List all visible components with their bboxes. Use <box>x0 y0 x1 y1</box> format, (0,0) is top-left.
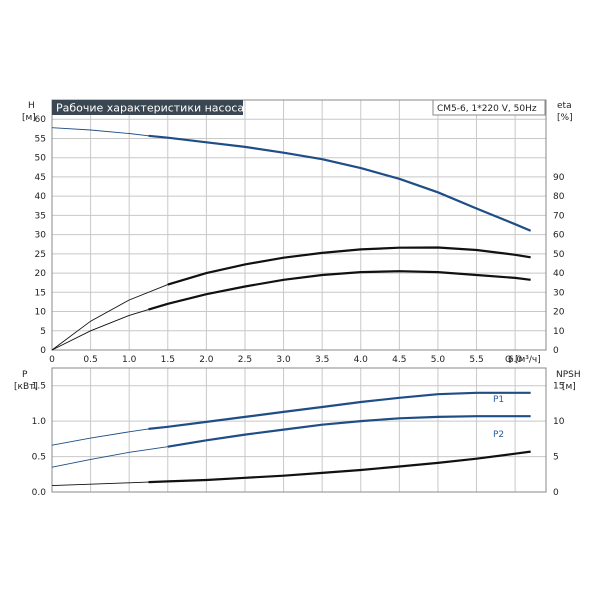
head-tick-label: 5 <box>40 327 46 337</box>
x-tick-label: 2.0 <box>199 355 214 365</box>
pump-info: CM5-6, 1*220 V, 50Hz <box>437 104 537 114</box>
head-tick-label: 15 <box>35 288 46 298</box>
eta-tick-label: 60 <box>553 231 565 241</box>
p2-curve-thick <box>167 415 531 448</box>
lower-tick-labels: 0.0 0.5 1.0 1.5 0 5 10 15 <box>32 382 565 498</box>
eta-tick-label: 10 <box>553 327 565 337</box>
p1-series-label: P1 <box>493 395 504 405</box>
npsh-axis-unit: [м] <box>562 382 576 392</box>
chart-title-box <box>52 100 243 115</box>
npsh-curve-thick <box>148 450 531 484</box>
power-tick-label: 0.0 <box>32 488 47 498</box>
npsh-tick-label: 5 <box>553 453 559 463</box>
x-tick-label: 5.0 <box>431 355 446 365</box>
head-axis-label: H <box>28 101 35 111</box>
upper-tick-labels: 0 0.5 1.0 1.5 2.0 2.5 3.0 3.5 4.0 4.5 5.0 5.5 6.0 0 5 1… <box>35 115 565 365</box>
power-tick-label: 0.5 <box>32 453 46 463</box>
head-tick-label: 55 <box>35 134 46 144</box>
npsh-tick-label: 0 <box>553 488 559 498</box>
head-curve-thick <box>148 134 532 232</box>
x-tick-label: 4.5 <box>392 355 406 365</box>
upper-plot-frame <box>51 99 547 351</box>
eta-tick-label: 20 <box>553 308 565 318</box>
pump-info-box <box>432 99 546 116</box>
x-tick-label: 0 <box>49 355 55 365</box>
eta-tick-label: 0 <box>553 346 559 356</box>
head-tick-label: 45 <box>35 173 46 183</box>
lower-grid <box>52 368 546 492</box>
eta-tick-label: 80 <box>553 192 565 202</box>
lower-plot-frame <box>51 367 547 493</box>
head-axis-unit: [м] <box>22 113 36 123</box>
eta-curve-upper-thick <box>167 246 531 286</box>
eta-axis-label: eta <box>557 101 572 111</box>
x-tick-label: 4.0 <box>354 355 369 365</box>
eta-tick-label: 70 <box>553 211 565 221</box>
upper-grid <box>52 100 546 350</box>
npsh-tick-label: 10 <box>553 417 565 427</box>
p2-series-label: P2 <box>493 430 504 440</box>
power-tick-label: 1.5 <box>32 382 46 392</box>
eta-tick-label: 90 <box>553 173 565 183</box>
eta-tick-label: 50 <box>553 250 565 260</box>
head-tick-label: 10 <box>35 308 47 318</box>
x-tick-label: 1.0 <box>122 355 137 365</box>
eta-axis-unit: [%] <box>557 113 573 123</box>
head-tick-label: 30 <box>35 231 47 241</box>
head-tick-label: 60 <box>35 115 47 125</box>
power-axis-unit: [кВт] <box>14 382 38 392</box>
x-tick-label: 2.5 <box>238 355 252 365</box>
npsh-tick-label: 15 <box>553 382 564 392</box>
p1-curve-thick <box>148 391 531 430</box>
x-tick-label: 5.5 <box>469 355 483 365</box>
npsh-axis-label: NPSH <box>556 370 581 380</box>
lower-curves <box>51 391 531 487</box>
x-tick-label: 3.0 <box>276 355 291 365</box>
head-tick-label: 0 <box>40 346 46 356</box>
head-tick-label: 20 <box>35 269 47 279</box>
x-tick-label: 0.5 <box>83 355 97 365</box>
chart-title: Рабочие характеристики насоса <box>56 102 244 115</box>
head-tick-label: 25 <box>35 250 46 260</box>
eta-curve-lower-thick <box>148 270 531 311</box>
x-tick-label: 3.5 <box>315 355 329 365</box>
head-tick-label: 50 <box>35 154 47 164</box>
x-tick-label: 1.5 <box>161 355 175 365</box>
head-tick-label: 40 <box>35 192 47 202</box>
eta-tick-label: 30 <box>553 288 565 298</box>
head-tick-label: 35 <box>35 211 46 221</box>
eta-tick-label: 40 <box>553 269 565 279</box>
x-tick-label: 6.0 <box>508 355 523 365</box>
upper-curves <box>51 127 532 351</box>
flow-axis-label: Q [м³/ч] <box>505 355 541 365</box>
power-axis-label: P <box>22 370 28 380</box>
power-tick-label: 1.0 <box>32 417 47 427</box>
